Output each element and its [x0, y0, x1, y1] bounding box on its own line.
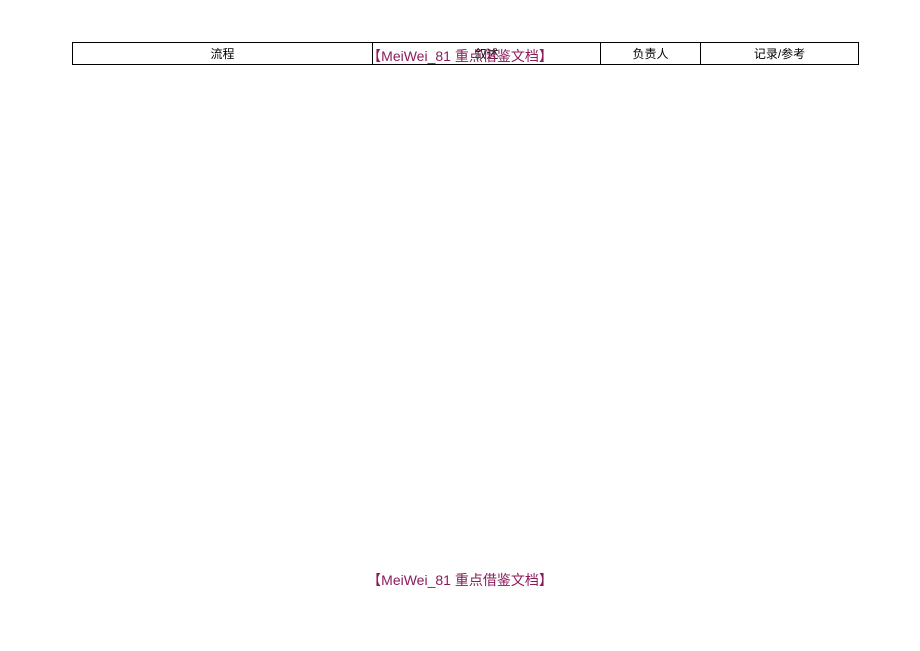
header-table: 流程 叙述 负责人 记录/参考 — [72, 42, 859, 65]
page-container: 流程 叙述 负责人 记录/参考 【MeiWei_81 重点借鉴文档】 【MeiW… — [0, 0, 920, 651]
col-header-process: 流程 — [73, 43, 373, 65]
table-header-row: 流程 叙述 负责人 记录/参考 — [73, 43, 859, 65]
col-header-record: 记录/参考 — [701, 43, 859, 65]
col-header-desc: 叙述 — [373, 43, 601, 65]
table-area: 流程 叙述 负责人 记录/参考 — [72, 42, 858, 65]
watermark-bottom: 【MeiWei_81 重点借鉴文档】 — [0, 570, 920, 590]
col-header-owner: 负责人 — [601, 43, 701, 65]
